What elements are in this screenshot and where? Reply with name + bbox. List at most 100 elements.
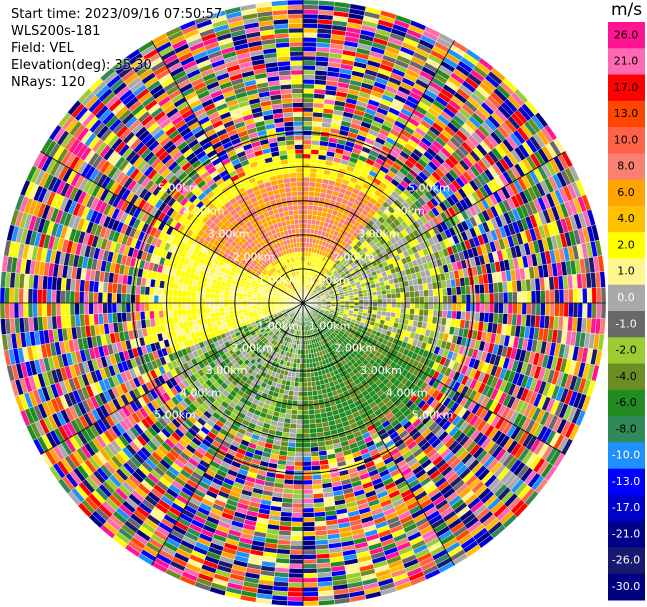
range-gate xyxy=(310,451,320,457)
range-gate xyxy=(307,390,313,397)
range-gate xyxy=(302,195,309,201)
range-gate xyxy=(302,153,311,159)
range-gate xyxy=(286,451,296,457)
range-gate xyxy=(423,309,429,317)
range-gate xyxy=(289,427,297,434)
range-gate xyxy=(381,298,388,304)
range-gate xyxy=(302,242,307,248)
range-gate xyxy=(512,302,518,315)
range-gate xyxy=(489,292,495,304)
range-gate xyxy=(297,391,304,397)
range-gate xyxy=(298,386,304,392)
range-gate xyxy=(363,299,369,304)
range-gate xyxy=(302,391,309,397)
range-gate xyxy=(367,302,374,307)
range-gate xyxy=(549,289,555,304)
range-gate xyxy=(294,456,304,462)
range-gate xyxy=(299,358,304,364)
range-gate xyxy=(295,442,304,448)
range-gate xyxy=(291,507,304,513)
range-gate xyxy=(289,558,304,565)
range-gate xyxy=(596,302,602,319)
range-gate xyxy=(290,540,304,546)
range-gate xyxy=(302,479,313,485)
range-gate xyxy=(295,433,304,439)
range-gate xyxy=(302,41,317,48)
range-gate xyxy=(451,310,457,320)
range-gate xyxy=(302,451,312,458)
range-gate xyxy=(302,107,314,113)
range-gate xyxy=(296,414,304,420)
range-gate xyxy=(302,558,317,565)
range-gate xyxy=(404,286,410,293)
range-gate xyxy=(295,447,304,453)
range-gate xyxy=(391,297,397,304)
range-gate xyxy=(289,544,304,551)
range-gate xyxy=(363,302,369,307)
range-gate xyxy=(302,484,313,490)
range-gate xyxy=(302,386,308,392)
range-gate xyxy=(302,139,312,145)
range-gate xyxy=(419,302,425,310)
range-gate xyxy=(516,291,523,304)
range-gate xyxy=(558,302,565,317)
range-gate xyxy=(302,521,315,527)
range-gate xyxy=(284,474,295,481)
range-gate xyxy=(433,295,439,304)
range-gate xyxy=(381,294,387,300)
range-gate xyxy=(290,418,298,425)
range-gate xyxy=(312,205,319,212)
range-gate xyxy=(302,237,307,243)
range-gate xyxy=(386,298,392,304)
range-gate xyxy=(302,437,311,444)
range-gate xyxy=(441,287,448,296)
range-gate xyxy=(554,289,560,304)
range-gate xyxy=(302,69,316,76)
range-gate xyxy=(530,302,537,316)
range-gate xyxy=(428,295,434,304)
range-gate xyxy=(414,308,420,316)
range-gate xyxy=(302,516,315,523)
range-gate xyxy=(358,302,364,307)
range-gate xyxy=(530,290,537,304)
range-gate xyxy=(291,516,304,523)
range-gate xyxy=(295,437,304,444)
range-gate xyxy=(502,292,509,304)
range-gate xyxy=(302,37,318,43)
range-gate xyxy=(292,493,304,499)
range-gate xyxy=(446,310,453,319)
range-gate xyxy=(291,512,304,518)
range-gate xyxy=(465,285,471,295)
range-gate xyxy=(308,181,316,188)
range-gate xyxy=(302,489,314,495)
range-gate xyxy=(386,307,392,313)
range-gate xyxy=(354,302,360,307)
range-gate xyxy=(418,308,425,316)
range-gate xyxy=(287,441,296,448)
range-gate xyxy=(291,521,304,527)
range-gate xyxy=(286,455,296,462)
range-gate xyxy=(441,310,448,319)
range-gate xyxy=(298,372,304,378)
range-gate xyxy=(568,302,574,318)
range-gate xyxy=(312,111,324,118)
range-gate xyxy=(314,408,321,415)
range-gate xyxy=(308,186,316,192)
range-gate xyxy=(386,302,392,308)
range-gate xyxy=(381,306,387,312)
range-gate xyxy=(287,596,304,602)
range-gate xyxy=(309,423,317,429)
range-gate xyxy=(295,428,304,434)
range-gate xyxy=(302,144,312,150)
range-gate xyxy=(419,296,425,304)
range-gate xyxy=(367,299,374,304)
range-gate xyxy=(305,353,310,360)
range-gate xyxy=(311,381,317,387)
range-gate xyxy=(405,297,411,304)
range-gate xyxy=(302,148,312,155)
range-gate xyxy=(294,465,304,471)
range-gate xyxy=(465,302,471,312)
range-gate xyxy=(591,302,597,319)
range-gate xyxy=(302,596,319,602)
range-gate xyxy=(287,591,304,597)
